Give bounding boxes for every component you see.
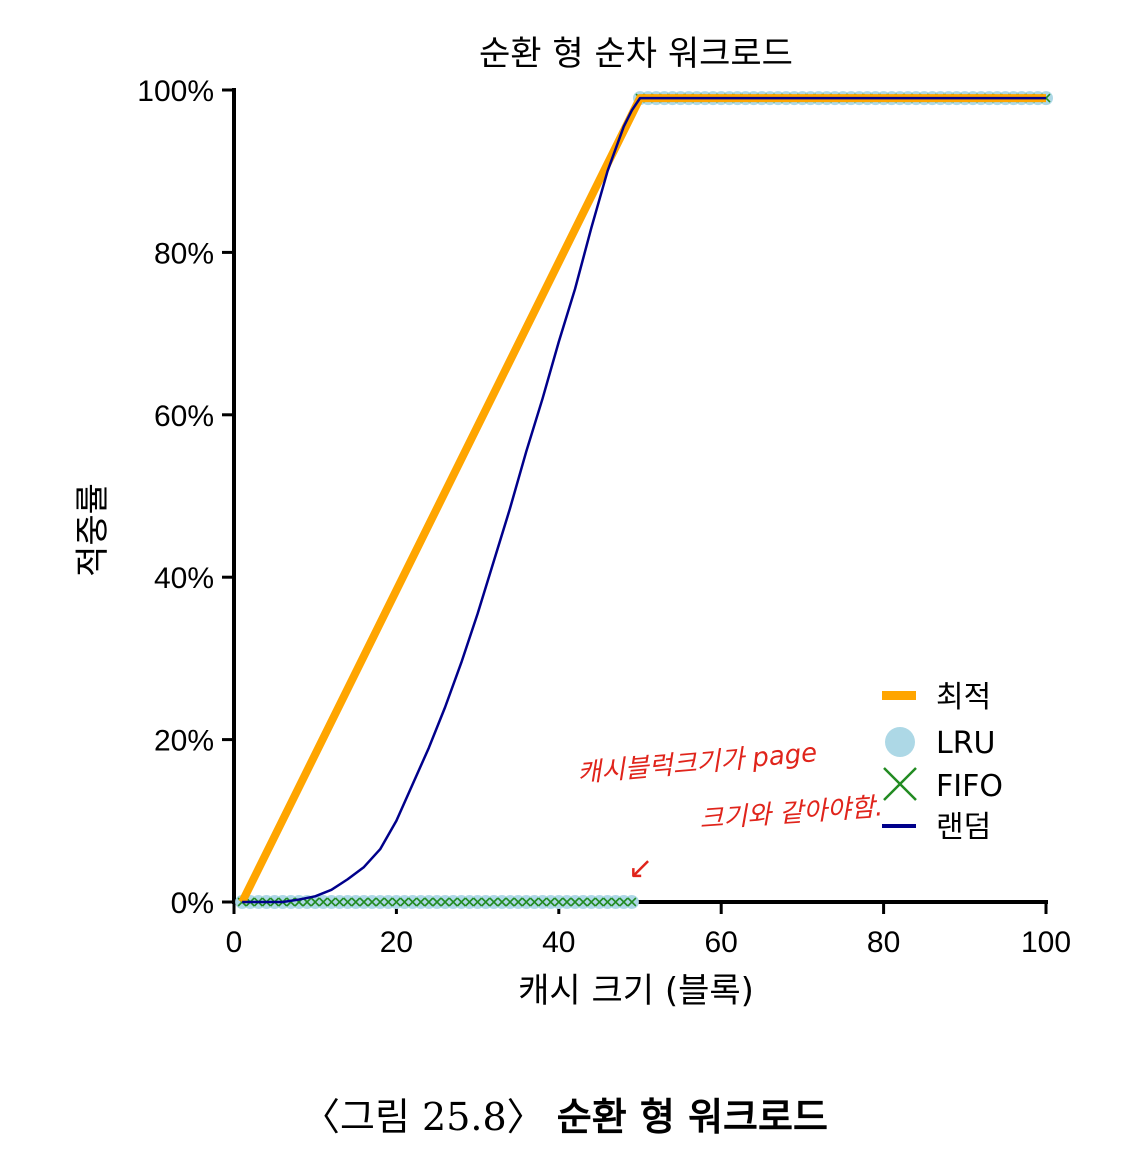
fifo-point (521, 897, 531, 907)
fifo-point (416, 897, 426, 907)
y-tick-label: 40% (154, 562, 214, 595)
fifo-point (359, 897, 369, 907)
fifo-point (310, 897, 320, 907)
caption-title: 순환 형 워크로드 (556, 1094, 828, 1139)
fifo-point (497, 897, 507, 907)
x-tick-label: 40 (542, 926, 575, 959)
fifo-point (537, 897, 548, 907)
fifo-point (318, 897, 328, 907)
legend-label-lru: LRU (936, 726, 996, 761)
series-fifo (237, 93, 1051, 907)
fifo-point (578, 897, 588, 907)
fifo-point (570, 897, 580, 907)
fifo-point (627, 897, 637, 907)
fifo-point (424, 897, 434, 907)
x-tick-label: 100 (1021, 926, 1071, 959)
fifo-point (602, 897, 613, 907)
fifo-point (367, 897, 377, 907)
fifo-point (619, 897, 629, 907)
legend-label-random: 랜덤 (936, 810, 991, 845)
legend-item-fifo: FIFO (883, 767, 1003, 804)
fifo-point (611, 897, 621, 907)
y-ticks: 0% 20% 40% 60% 80% 100% (137, 75, 234, 920)
x-tick-label: 20 (380, 926, 413, 959)
fifo-point (448, 897, 458, 907)
fifo-point (334, 897, 345, 907)
fifo-point (391, 897, 401, 907)
fifo-point (456, 897, 466, 907)
fifo-point (351, 897, 361, 907)
annotation-line-2: 크기와 같아야함. (698, 792, 884, 835)
y-tick-label: 100% (137, 75, 214, 108)
legend-swatch-lru (885, 727, 915, 757)
y-tick-label: 60% (154, 400, 214, 433)
x-tick-label: 80 (867, 926, 900, 959)
fifo-point (383, 897, 393, 907)
y-tick-label: 0% (171, 887, 214, 920)
handwritten-annotation: 캐시블럭크기가 page 크기와 같아야함. ↙ (576, 738, 884, 886)
fifo-point (594, 897, 604, 907)
legend-item-optimal: 최적 (882, 680, 991, 715)
legend-label-fifo: FIFO (936, 769, 1003, 804)
y-tick-label: 80% (154, 237, 214, 270)
chart-title: 순환 형 순차 워크로드 (479, 34, 793, 74)
x-axis-label: 캐시 크기 (블록) (518, 971, 754, 1011)
fifo-point (513, 897, 523, 907)
fifo-point (326, 897, 337, 907)
caption-number: 〈그림 25.8〉 (302, 1095, 545, 1139)
series-lru (235, 91, 1053, 909)
legend-item-random: 랜덤 (882, 810, 991, 845)
fifo-point (529, 897, 540, 907)
legend-swatch-fifo (883, 767, 917, 801)
x-ticks: 0 20 40 60 80 100 (226, 902, 1071, 959)
fifo-point (408, 897, 418, 907)
fifo-point (586, 897, 596, 907)
x-tick-label: 0 (226, 926, 243, 959)
fifo-point (473, 897, 483, 907)
legend-item-lru: LRU (885, 726, 996, 761)
series-random-line (242, 96, 1046, 904)
chart: 순환 형 순차 워크로드 0 20 40 60 80 100 0% 20% 40% 60% 80%… (73, 34, 1071, 1011)
fifo-point (375, 897, 385, 907)
fifo-point (432, 897, 442, 907)
y-tick-label: 20% (154, 725, 214, 758)
fifo-point (562, 897, 572, 907)
fifo-point (505, 897, 515, 907)
fifo-point (489, 897, 499, 907)
fifo-point (554, 897, 564, 907)
legend: 최적 LRU FIFO 랜덤 (882, 680, 1003, 845)
figure-caption: 〈그림 25.8〉 순환 형 워크로드 (0, 1086, 1130, 1141)
fifo-point (464, 897, 475, 907)
legend-label-optimal: 최적 (936, 680, 991, 715)
x-tick-label: 60 (705, 926, 738, 959)
fifo-point (546, 897, 556, 907)
annotation-line-1: 캐시블럭크기가 page (576, 738, 818, 789)
y-axis-label: 적중률 (73, 483, 113, 577)
fifo-point (440, 897, 450, 907)
plot-area (235, 91, 1053, 909)
annotation-arrow: ↙ (628, 851, 653, 886)
fifo-point (343, 897, 353, 907)
legend-swatch-optimal (882, 691, 916, 700)
fifo-point (481, 897, 491, 907)
fifo-point (399, 897, 410, 907)
